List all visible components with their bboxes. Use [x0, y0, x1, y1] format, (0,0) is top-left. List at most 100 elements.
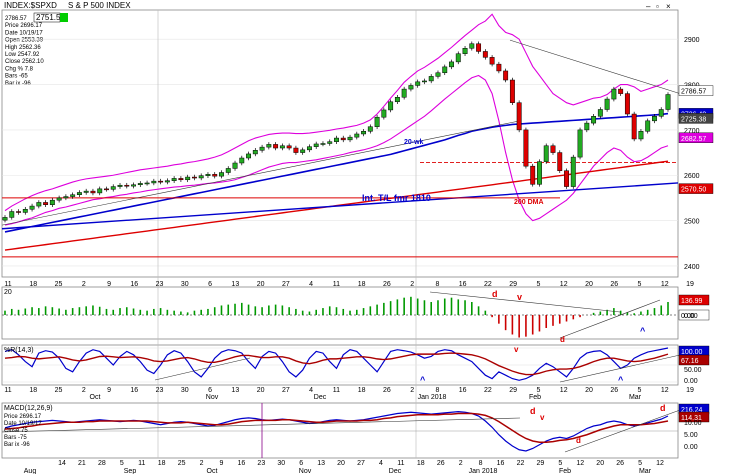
x-month-top: Nov [206, 394, 219, 401]
candle [164, 180, 170, 183]
macd-annotation-v: v [540, 413, 545, 422]
candle [219, 172, 224, 177]
window-controls[interactable]: – ▫ × [646, 2, 671, 11]
x-tick-top: 16 [130, 281, 138, 288]
info-line-6: Close 2562.10 [5, 59, 44, 65]
x-tick-mid: 4 [309, 387, 313, 394]
candle [300, 149, 306, 153]
x-tick-mid: 5 [638, 387, 642, 394]
histogram-annotation-d: d [492, 289, 498, 299]
chart-header: INDEX:$SPXD S & P 500 INDEX 2751.54 [4, 1, 131, 23]
candle [259, 146, 265, 151]
candle [76, 192, 82, 195]
x-tick-top: 26 [610, 281, 618, 288]
x-tick-mid: 20 [257, 387, 265, 394]
close-icon[interactable]: × [666, 2, 671, 11]
candle [273, 144, 279, 149]
x-tick-bottom: 22 [517, 460, 525, 467]
candle [232, 162, 238, 169]
price-axis-tag [678, 85, 714, 96]
macd-y-tick: 5.00 [684, 432, 698, 439]
minimize-icon[interactable]: – [646, 2, 651, 11]
x-month-bottom: Sep [124, 468, 137, 474]
x-tick-bottom: 20 [596, 460, 604, 467]
price-axis-tag [678, 132, 714, 144]
x-tick-bottom: 5 [638, 460, 642, 467]
x-tick-bottom: 2 [459, 460, 463, 467]
annotation-200dma: 200 DMA [514, 199, 544, 206]
x-tick-top: 4 [309, 281, 313, 288]
x-tick-top: 18 [29, 281, 37, 288]
candle [604, 98, 610, 110]
x-tick-top: 20 [257, 281, 265, 288]
candle [388, 101, 394, 111]
x-tick-bottom: 11 [138, 460, 145, 467]
candle [225, 168, 231, 173]
x-tick-top: 16 [459, 281, 467, 288]
candle [43, 202, 49, 205]
williams-annotation-caret-2: ^ [618, 375, 624, 385]
macd-annotation-d: d [530, 406, 536, 416]
histogram-trendline [429, 291, 621, 313]
candle [516, 102, 522, 131]
candle [191, 176, 197, 179]
x-tick-top: 12 [661, 281, 669, 288]
x-month-top: Feb [529, 394, 541, 401]
info-line-8: Bars -65 [5, 74, 28, 80]
histogram-panel-title: 20 [4, 289, 12, 296]
candle [408, 85, 414, 90]
candle [286, 145, 292, 149]
macd-series [1, 403, 681, 458]
x-tick-top: 13 [231, 281, 239, 288]
histogram-annotation-d2: d [560, 335, 565, 344]
candle [124, 184, 130, 187]
candle [442, 66, 448, 74]
x-tick-bottom: 5 [120, 460, 124, 467]
x-month-top: Jan 2018 [418, 394, 447, 401]
x-tick-bottom: 29 [537, 460, 545, 467]
x-tick-mid: 16 [459, 387, 467, 394]
price-axis-tag-label: 2570.50 [681, 187, 706, 194]
candle [476, 43, 482, 52]
candle [36, 202, 42, 207]
candle [327, 141, 333, 144]
x-tick-bottom: 20 [337, 460, 345, 467]
candle [49, 199, 55, 205]
histogram-annotation-v: v [517, 292, 522, 302]
price-y-tick: 2500 [684, 219, 700, 226]
x-tick-bottom: 25 [178, 460, 186, 467]
macd-info-line: Price 2696.17 [4, 414, 42, 420]
histogram-y-tick: 0.00 [684, 313, 698, 320]
histogram-annotation-caret: ^ [640, 326, 646, 336]
candle [584, 122, 590, 131]
series-bollinger-upper [4, 13, 669, 212]
candle [110, 186, 116, 190]
williams-axis-tag-label: 67.16 [681, 358, 699, 365]
axes: 2400250026002700280029002786.572736.4927… [4, 37, 714, 474]
series-bollinger-lower [4, 74, 669, 226]
x-tick-mid: 18 [29, 387, 37, 394]
x-tick-top: 12 [560, 281, 568, 288]
candle [618, 88, 624, 94]
candle [16, 211, 21, 213]
x-tick-top: 11 [4, 281, 11, 288]
x-tick-mid: 5 [536, 387, 540, 394]
x-tick-mid: 29 [509, 387, 517, 394]
channel-line [1, 120, 521, 226]
x-tick-top: 30 [181, 281, 189, 288]
price-axis-tag-label: 2786.57 [681, 89, 706, 96]
info-line-5: Low 2547.92 [5, 52, 40, 58]
williams-trendline-2 [559, 354, 681, 383]
candle [178, 178, 184, 181]
chart-title: S & P 500 INDEX [68, 1, 131, 10]
macd-trendline [1, 417, 521, 433]
williams-axis-tag-label: 100.00 [681, 349, 703, 356]
maximize-icon[interactable]: ▫ [656, 2, 659, 11]
williams-fast-line [4, 347, 669, 381]
candle [530, 165, 536, 185]
candle [658, 109, 664, 117]
candle [90, 190, 96, 194]
price-series [1, 13, 681, 258]
info-line-3: Open 2553.39 [5, 38, 44, 44]
